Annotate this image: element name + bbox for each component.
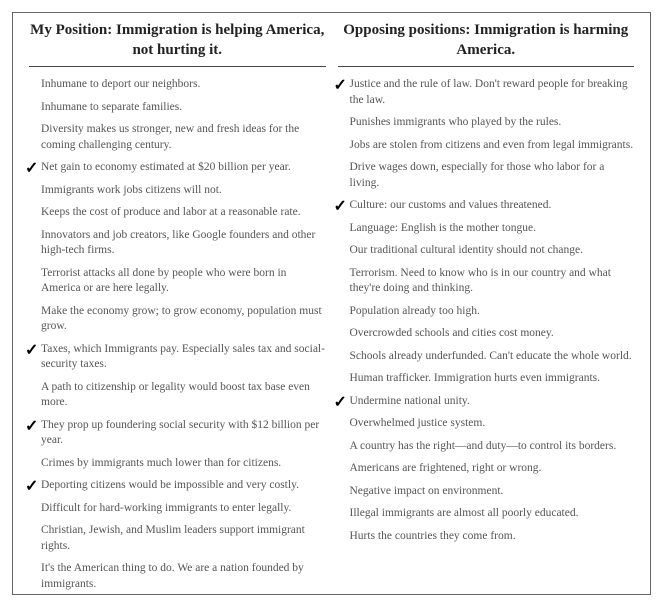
list-item: Difficult for hard-working immigrants to… xyxy=(29,501,326,517)
right-items-list: ✓Justice and the rule of law. Don't rewa… xyxy=(338,77,635,544)
comparison-container: My Position: Immigration is helping Amer… xyxy=(12,12,651,595)
list-item: A path to citizenship or legality would … xyxy=(29,380,326,411)
list-item: ✓Taxes, which Immigrants pay. Especially… xyxy=(29,342,326,373)
checkmark-icon: ✓ xyxy=(25,158,38,180)
list-item: Keeps the cost of produce and labor at a… xyxy=(29,205,326,221)
checkmark-icon: ✓ xyxy=(25,416,38,438)
list-item-text: Hurts the countries they come from. xyxy=(350,530,516,542)
list-item-text: Punishes immigrants who played by the ru… xyxy=(350,116,562,128)
list-item: Inhumane to separate families. xyxy=(29,100,326,116)
list-item: Our traditional cultural identity should… xyxy=(338,243,635,259)
list-item-text: Drive wages down, especially for those w… xyxy=(350,161,605,189)
list-item-text: Inhumane to separate families. xyxy=(41,101,182,113)
list-item-text: Innovators and job creators, like Google… xyxy=(41,229,315,257)
left-items-list: Inhumane to deport our neighbors. Inhuman… xyxy=(29,77,326,592)
list-item-text: Overwhelmed justice system. xyxy=(350,417,486,429)
list-item-text: Schools already underfunded. Can't educa… xyxy=(350,350,632,362)
list-item: Innovators and job creators, like Google… xyxy=(29,228,326,259)
list-item: ✓Justice and the rule of law. Don't rewa… xyxy=(338,77,635,108)
list-item-text: It's the American thing to do. We are a … xyxy=(41,562,304,590)
checkmark-icon: ✓ xyxy=(334,392,347,414)
list-item: Make the economy grow; to grow economy, … xyxy=(29,304,326,335)
list-item: Human trafficker. Immigration hurts even… xyxy=(338,371,635,387)
list-item-text: Language: English is the mother tongue. xyxy=(350,222,537,234)
list-item-text: Taxes, which Immigrants pay. Especially … xyxy=(41,343,325,371)
list-item-text: Jobs are stolen from citizens and even f… xyxy=(350,139,634,151)
list-item-text: Make the economy grow; to grow economy, … xyxy=(41,305,322,333)
list-item: Americans are frightened, right or wrong… xyxy=(338,461,635,477)
list-item: It's the American thing to do. We are a … xyxy=(29,561,326,592)
list-item: A country has the right—and duty—to cont… xyxy=(338,439,635,455)
list-item-text: Deporting citizens would be impossible a… xyxy=(41,479,299,491)
list-item-text: Crimes by immigrants much lower than for… xyxy=(41,457,281,469)
list-item: Terrorism. Need to know who is in our co… xyxy=(338,266,635,297)
checkmark-icon: ✓ xyxy=(25,476,38,498)
list-item: Language: English is the mother tongue. xyxy=(338,221,635,237)
left-column: My Position: Immigration is helping Amer… xyxy=(23,21,332,586)
list-item-text: Christian, Jewish, and Muslim leaders su… xyxy=(41,524,305,552)
list-item-text: Illegal immigrants are almost all poorly… xyxy=(350,507,579,519)
list-item: Crimes by immigrants much lower than for… xyxy=(29,456,326,472)
list-item: Inhumane to deport our neighbors. xyxy=(29,77,326,93)
list-item-text: Culture: our customs and values threaten… xyxy=(350,199,552,211)
list-item-text: Population already too high. xyxy=(350,305,480,317)
right-column-title: Opposing positions: Immigration is harmi… xyxy=(338,21,635,67)
list-item-text: Undermine national unity. xyxy=(350,395,470,407)
list-item-text: Keeps the cost of produce and labor at a… xyxy=(41,206,301,218)
list-item-text: Inhumane to deport our neighbors. xyxy=(41,78,200,90)
list-item-text: They prop up foundering social security … xyxy=(41,419,319,447)
checkmark-icon: ✓ xyxy=(25,340,38,362)
list-item: ✓They prop up foundering social security… xyxy=(29,418,326,449)
list-item: ✓Undermine national unity. xyxy=(338,394,635,410)
right-column: Opposing positions: Immigration is harmi… xyxy=(332,21,641,586)
list-item: Diversity makes us stronger, new and fre… xyxy=(29,122,326,153)
list-item-text: A path to citizenship or legality would … xyxy=(41,381,310,409)
list-item-text: A country has the right—and duty—to cont… xyxy=(350,440,617,452)
list-item: Hurts the countries they come from. xyxy=(338,529,635,545)
list-item-text: Negative impact on environment. xyxy=(350,485,504,497)
checkmark-icon: ✓ xyxy=(334,196,347,218)
checkmark-icon: ✓ xyxy=(334,75,347,97)
list-item-text: Terrorist attacks all done by people who… xyxy=(41,267,286,295)
list-item-text: Difficult for hard-working immigrants to… xyxy=(41,502,291,514)
list-item: Illegal immigrants are almost all poorly… xyxy=(338,506,635,522)
list-item-text: Diversity makes us stronger, new and fre… xyxy=(41,123,299,151)
list-item: Drive wages down, especially for those w… xyxy=(338,160,635,191)
list-item: ✓Net gain to economy estimated at $20 bi… xyxy=(29,160,326,176)
list-item: Schools already underfunded. Can't educa… xyxy=(338,349,635,365)
list-item: Population already too high. xyxy=(338,304,635,320)
list-item: Negative impact on environment. xyxy=(338,484,635,500)
list-item-text: Justice and the rule of law. Don't rewar… xyxy=(350,78,628,106)
list-item: Immigrants work jobs citizens will not. xyxy=(29,183,326,199)
list-item: Christian, Jewish, and Muslim leaders su… xyxy=(29,523,326,554)
list-item: ✓Deporting citizens would be impossible … xyxy=(29,478,326,494)
list-item-text: Net gain to economy estimated at $20 bil… xyxy=(41,161,291,173)
list-item-text: Overcrowded schools and cities cost mone… xyxy=(350,327,554,339)
list-item: Jobs are stolen from citizens and even f… xyxy=(338,138,635,154)
list-item: Terrorist attacks all done by people who… xyxy=(29,266,326,297)
list-item: Overwhelmed justice system. xyxy=(338,416,635,432)
left-column-title: My Position: Immigration is helping Amer… xyxy=(29,21,326,67)
list-item-text: Terrorism. Need to know who is in our co… xyxy=(350,267,611,295)
list-item-text: Immigrants work jobs citizens will not. xyxy=(41,184,222,196)
list-item-text: Human trafficker. Immigration hurts even… xyxy=(350,372,601,384)
list-item: Overcrowded schools and cities cost mone… xyxy=(338,326,635,342)
list-item-text: Our traditional cultural identity should… xyxy=(350,244,583,256)
list-item: Punishes immigrants who played by the ru… xyxy=(338,115,635,131)
list-item-text: Americans are frightened, right or wrong… xyxy=(350,462,542,474)
list-item: ✓Culture: our customs and values threate… xyxy=(338,198,635,214)
